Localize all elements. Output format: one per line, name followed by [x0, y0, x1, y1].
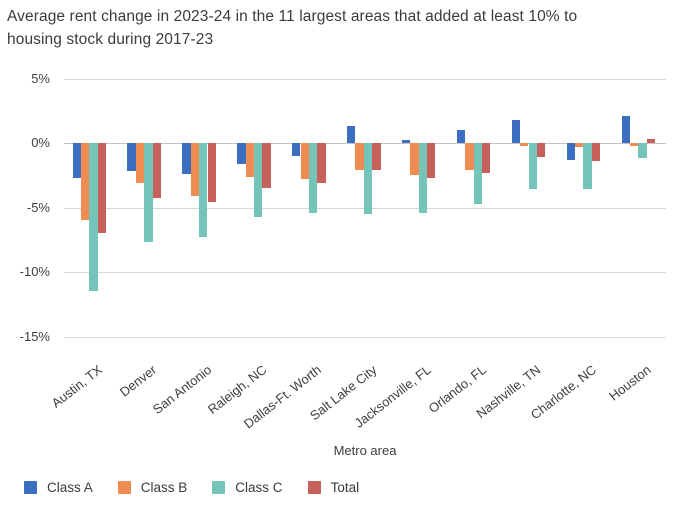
bar — [144, 143, 153, 243]
legend-swatch-icon — [117, 481, 131, 494]
bar — [372, 143, 381, 171]
bar — [89, 143, 98, 292]
legend-swatch-icon — [24, 481, 37, 494]
bar — [254, 143, 263, 217]
x-axis-title: Metro area — [333, 443, 397, 458]
x-tick-label: Houston — [606, 362, 654, 404]
bar — [456, 130, 466, 143]
bar — [72, 143, 81, 178]
legend-label: Class B — [140, 480, 188, 495]
bar — [473, 143, 482, 204]
bar — [152, 143, 161, 199]
legend-swatch-icon — [307, 481, 321, 494]
bar — [520, 143, 529, 146]
bar — [245, 143, 254, 177]
bar — [482, 143, 491, 173]
bar — [646, 139, 656, 143]
bar — [401, 140, 411, 143]
bar — [575, 143, 584, 147]
bar — [97, 143, 107, 234]
gridline — [64, 336, 666, 338]
bar — [566, 143, 575, 160]
bar — [237, 143, 246, 164]
bar — [629, 143, 639, 146]
bar — [262, 143, 271, 189]
bar — [207, 143, 216, 203]
chart-title-line2: housing stock during 2017-23 — [7, 31, 214, 48]
legend-label: Class C — [235, 480, 283, 495]
legend-swatch-icon — [212, 481, 226, 494]
gridline — [64, 78, 666, 80]
bar — [127, 143, 136, 172]
chart-title: Average rent change in 2023-24 in the 11… — [7, 5, 687, 51]
bar — [308, 143, 318, 213]
x-tick-label: Austin, TX — [48, 362, 105, 411]
bar — [418, 143, 428, 213]
bar — [182, 143, 191, 174]
bar — [536, 143, 546, 158]
bar — [292, 143, 301, 156]
x-tick-label: Denver — [117, 362, 160, 400]
gridline — [64, 272, 666, 273]
legend-item: Class A — [24, 480, 93, 495]
bar — [355, 143, 364, 171]
y-tick-label: -10% — [19, 264, 50, 279]
bar — [190, 143, 200, 196]
legend-item: Class B — [117, 480, 188, 495]
bar — [465, 143, 474, 171]
bar — [528, 143, 537, 190]
bar — [363, 143, 373, 214]
bar — [410, 143, 419, 176]
legend-item: Total — [307, 480, 360, 495]
bar — [80, 143, 90, 221]
bar — [347, 126, 356, 143]
bar — [300, 143, 309, 180]
bar — [591, 143, 601, 162]
bar — [199, 143, 208, 238]
bar — [317, 143, 326, 183]
bar — [511, 119, 521, 143]
bar — [583, 143, 592, 190]
bar — [638, 143, 647, 159]
y-tick-label: -15% — [19, 328, 50, 344]
legend-label: Total — [330, 480, 360, 495]
legend: Class A Class B Class C Total — [24, 480, 359, 495]
bar — [427, 143, 436, 178]
y-tick-label: -5% — [26, 199, 50, 215]
y-tick-label: 5% — [31, 70, 50, 86]
y-tick-label: 0% — [31, 135, 50, 150]
bar — [135, 143, 145, 183]
chart-title-line1: Average rent change in 2023-24 in the 11… — [7, 8, 578, 25]
legend-label: Class A — [47, 480, 93, 495]
bar — [621, 115, 630, 143]
legend-item: Class C — [212, 480, 283, 495]
plot-area: 5% 0% -5% -10% -15% Austin, TX Denver San Anton… — [19, 70, 666, 431]
x-tick-label: San Antonio — [149, 362, 215, 417]
